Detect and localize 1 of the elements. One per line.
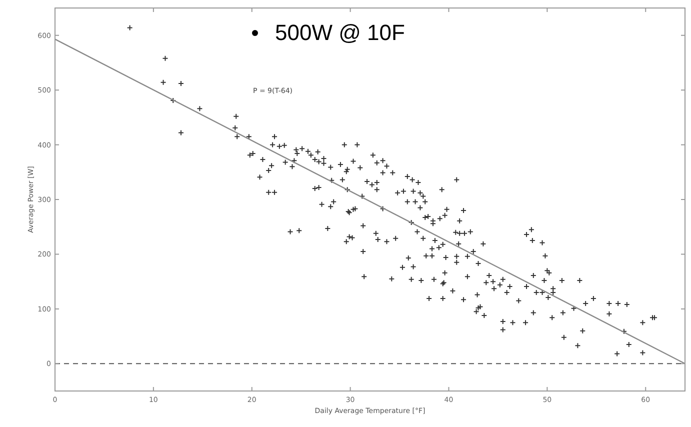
- annotation: 500W @ 10F: [275, 20, 405, 45]
